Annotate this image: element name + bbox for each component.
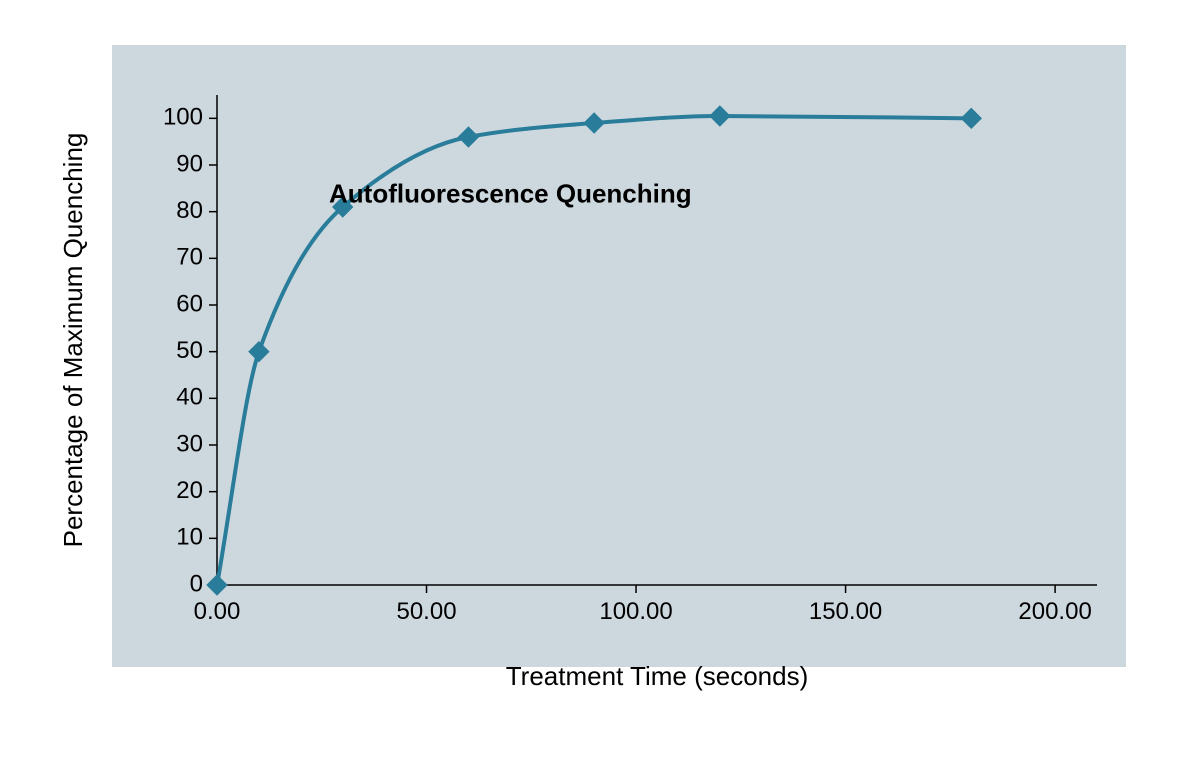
y-tick-label: 20 [176,477,203,504]
y-tick-label: 70 [176,244,203,271]
quenching-line-chart: 0 10 20 30 40 50 60 70 80 90 100 0.00 50.00 100.00 150… [0,0,1201,784]
x-tick-label: 200.00 [1018,598,1091,625]
chart-container: 0 10 20 30 40 50 60 70 80 90 100 0.00 50.00 100.00 150… [0,0,1201,784]
y-tick-label: 80 [176,197,203,224]
x-tick-label: 150.00 [809,598,882,625]
x-tick-label: 0.00 [194,598,241,625]
y-tick-label: 40 [176,384,203,411]
x-tick-label: 100.00 [599,598,672,625]
y-tick-label: 50 [176,337,203,364]
y-tick-label: 10 [176,524,203,551]
x-axis-label: Treatment Time (seconds) [506,661,808,691]
y-axis-label: Percentage of Maximum Quenching [58,133,88,548]
chart-annotation: Autofluorescence Quenching [329,178,692,208]
y-tick-label: 90 [176,150,203,177]
x-tick-label: 50.00 [396,598,456,625]
y-tick-label: 60 [176,290,203,317]
y-tick-label: 100 [163,104,203,131]
y-tick-label: 30 [176,430,203,457]
y-tick-label: 0 [190,570,203,597]
